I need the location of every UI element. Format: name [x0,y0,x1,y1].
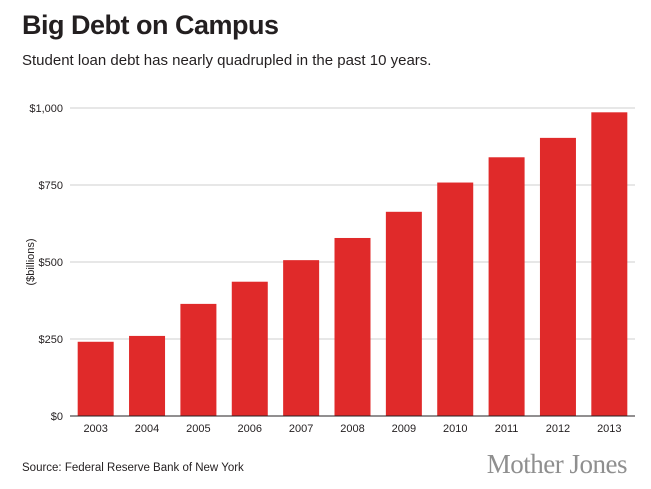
bar-2010 [437,183,473,416]
x-tick-label: 2009 [392,423,416,435]
source-note: Source: Federal Reserve Bank of New York [22,462,244,474]
bar-2009 [386,212,422,416]
y-tick-label: $500 [39,257,63,269]
bar-2013 [591,112,627,416]
bar-2006 [232,282,268,416]
y-tick-label: $250 [39,334,63,346]
bar-2004 [129,336,165,416]
x-tick-label: 2010 [443,423,467,435]
x-tick-label: 2007 [289,423,313,435]
x-tick-label: 2013 [597,423,621,435]
y-tick-label: $1,000 [29,103,63,115]
x-tick-label: 2008 [340,423,364,435]
bar-chart: $0 $250 $500 $750 $1,000 ($billions) 2003 2004 2… [0,0,651,489]
y-tick-label: $750 [39,180,63,192]
x-tick-label: 2003 [83,423,107,435]
x-tick-label: 2005 [186,423,210,435]
y-axis-label: ($billions) [25,238,37,285]
bar-2003 [78,342,114,416]
brand-logo: Mother Jones [487,449,627,480]
x-tick-label: 2004 [135,423,159,435]
bar-2012 [540,138,576,416]
y-tick-label: $0 [51,411,63,423]
bar-2005 [180,304,216,416]
x-tick-label: 2011 [495,423,519,435]
bar-2008 [335,238,371,416]
bar-2007 [283,260,319,416]
x-tick-label: 2012 [546,423,570,435]
bar-2011 [489,157,525,416]
x-tick-label: 2006 [238,423,262,435]
